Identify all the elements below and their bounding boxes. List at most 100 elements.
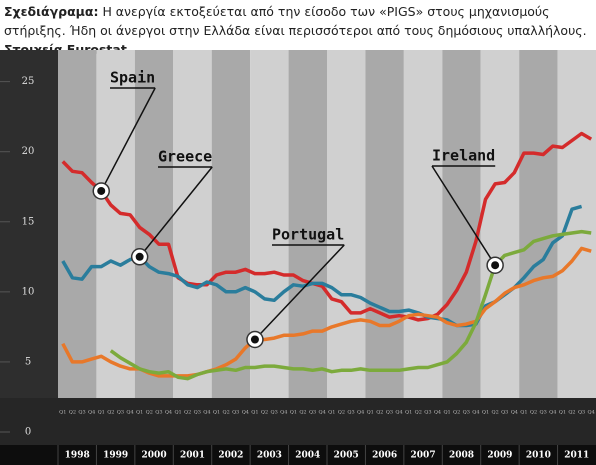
quarter-label: Q3 bbox=[463, 410, 470, 416]
marker-dot bbox=[135, 252, 144, 261]
quarter-label: Q2 bbox=[453, 410, 460, 416]
leader-line bbox=[100, 87, 156, 192]
quarter-label: Q3 bbox=[194, 410, 201, 416]
year-label: 2008 bbox=[449, 451, 474, 461]
quarter-label: Q4 bbox=[395, 410, 402, 416]
quarter-label: Q2 bbox=[69, 410, 76, 416]
quarter-label: Q1 bbox=[328, 410, 335, 416]
y-tick-label: 5 bbox=[25, 356, 31, 367]
marker-dot bbox=[491, 261, 500, 270]
quarter-label: Q4 bbox=[280, 410, 287, 416]
series-label: Portugal bbox=[272, 226, 344, 244]
quarter-label: Q1 bbox=[59, 410, 66, 416]
year-label: 2011 bbox=[564, 451, 589, 461]
quarter-label: Q2 bbox=[261, 410, 268, 416]
quarter-label: Q4 bbox=[472, 410, 479, 416]
series-line bbox=[61, 131, 593, 322]
quarter-label: Q3 bbox=[578, 410, 585, 416]
year-label: 2004 bbox=[295, 451, 320, 461]
quarter-label: Q3 bbox=[232, 410, 239, 416]
quarter-label: Q2 bbox=[491, 410, 498, 416]
quarter-label: Q1 bbox=[136, 410, 143, 416]
year-label: 2006 bbox=[372, 451, 397, 461]
quarter-label: Q4 bbox=[242, 410, 249, 416]
quarter-label: Q4 bbox=[434, 410, 441, 416]
y-tick-label: 15 bbox=[22, 216, 35, 227]
quarter-label: Q2 bbox=[376, 410, 383, 416]
y-tick-label: 25 bbox=[22, 76, 35, 87]
quarter-label: Q4 bbox=[88, 410, 95, 416]
quarter-label: Q3 bbox=[501, 410, 508, 416]
y-tick-label: 10 bbox=[22, 286, 35, 297]
quarter-label: Q2 bbox=[107, 410, 114, 416]
quarter-label: Q4 bbox=[165, 410, 172, 416]
quarter-label: Q4 bbox=[511, 410, 518, 416]
year-label: 2002 bbox=[218, 451, 243, 461]
year-stripe bbox=[480, 50, 520, 398]
quarter-label: Q2 bbox=[530, 410, 537, 416]
quarter-label: Q3 bbox=[424, 410, 431, 416]
year-label: 2005 bbox=[334, 451, 359, 461]
year-stripe bbox=[519, 50, 558, 398]
year-label: 2000 bbox=[142, 451, 167, 461]
quarter-label: Q1 bbox=[559, 410, 566, 416]
series-label: Greece bbox=[158, 148, 212, 166]
quarter-label: Q3 bbox=[347, 410, 354, 416]
title: Σχεδιάγραμα: bbox=[4, 4, 99, 19]
y-tick-label: 20 bbox=[22, 146, 35, 157]
quarter-label: Q2 bbox=[222, 410, 229, 416]
quarter-label: Q4 bbox=[588, 410, 595, 416]
quarter-label: Q1 bbox=[213, 410, 220, 416]
header: Σχεδιάγραμα: Η ανεργία εκτοξεύεται από τ… bbox=[4, 2, 594, 59]
year-stripe bbox=[288, 50, 327, 398]
year-label: 2010 bbox=[526, 451, 551, 461]
y-tick-label: 0 bbox=[25, 427, 31, 438]
quarter-label: Q4 bbox=[126, 410, 133, 416]
quarter-label: Q1 bbox=[482, 410, 489, 416]
marker-dot bbox=[250, 335, 259, 344]
year-label: 2001 bbox=[180, 451, 205, 461]
leader-line bbox=[139, 166, 213, 258]
quarter-label: Q1 bbox=[174, 410, 181, 416]
year-label: 2009 bbox=[487, 451, 512, 461]
year-stripe bbox=[58, 50, 97, 398]
year-label: 1999 bbox=[103, 451, 128, 461]
year-stripe bbox=[211, 50, 251, 398]
year-stripe bbox=[557, 50, 596, 398]
quarter-label: Q2 bbox=[299, 410, 306, 416]
year-label: 1998 bbox=[65, 451, 90, 461]
quarter-label: Q1 bbox=[405, 410, 412, 416]
quarter-label: Q1 bbox=[290, 410, 297, 416]
marker-dot bbox=[97, 186, 106, 195]
quarter-label: Q4 bbox=[549, 410, 556, 416]
year-label: 2003 bbox=[257, 451, 282, 461]
quarter-label: Q1 bbox=[98, 410, 105, 416]
subtitle: Η ανεργία εκτοξεύεται από την είσοδο των… bbox=[4, 4, 587, 38]
series-label: Spain bbox=[110, 69, 155, 87]
year-stripe bbox=[173, 50, 212, 398]
year-label: 2007 bbox=[411, 451, 436, 461]
year-stripe bbox=[327, 50, 366, 398]
quarter-label: Q4 bbox=[319, 410, 326, 416]
series-label: Ireland bbox=[432, 147, 495, 165]
quarter-label: Q2 bbox=[415, 410, 422, 416]
y-axis-panel bbox=[0, 50, 58, 465]
quarter-label: Q3 bbox=[271, 410, 278, 416]
year-stripe bbox=[96, 50, 135, 398]
leader-line bbox=[431, 165, 496, 266]
quarter-label: Q3 bbox=[540, 410, 547, 416]
quarter-label: Q3 bbox=[78, 410, 85, 416]
quarter-label: Q2 bbox=[184, 410, 191, 416]
quarter-label: Q3 bbox=[386, 410, 393, 416]
quarter-label: Q1 bbox=[443, 410, 450, 416]
series-line bbox=[109, 229, 592, 381]
quarter-label: Q1 bbox=[520, 410, 527, 416]
quarter-label: Q2 bbox=[568, 410, 575, 416]
quarter-label: Q3 bbox=[155, 410, 162, 416]
quarter-label: Q4 bbox=[357, 410, 364, 416]
leader-line bbox=[254, 244, 345, 341]
quarter-label: Q1 bbox=[367, 410, 374, 416]
year-band bbox=[0, 445, 596, 465]
year-stripe bbox=[134, 50, 174, 398]
